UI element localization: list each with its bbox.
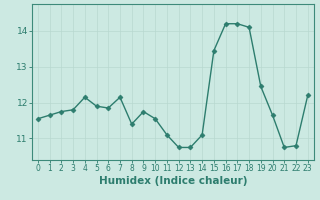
X-axis label: Humidex (Indice chaleur): Humidex (Indice chaleur) <box>99 176 247 186</box>
